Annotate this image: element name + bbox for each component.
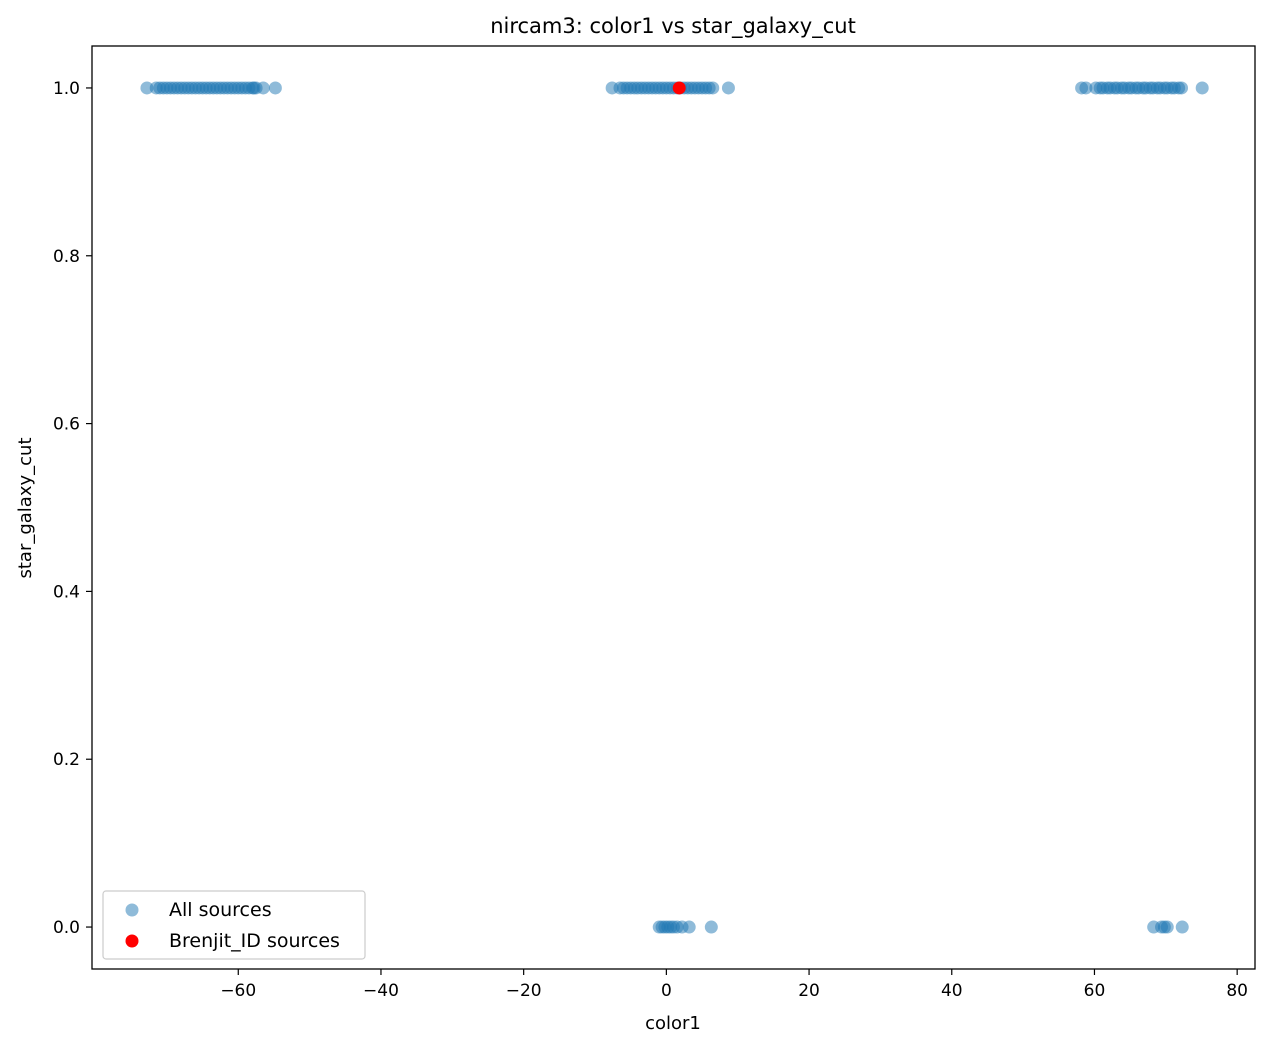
x-tick-label: −20 xyxy=(506,981,542,1001)
data-point xyxy=(1079,81,1093,95)
data-point xyxy=(704,920,718,934)
x-tick-label: 80 xyxy=(1226,981,1248,1001)
x-tick-label: 20 xyxy=(798,981,820,1001)
data-point xyxy=(721,81,735,95)
x-tick-label: 60 xyxy=(1084,981,1106,1001)
legend-marker-all-sources xyxy=(125,903,139,917)
y-axis-label: star_galaxy_cut xyxy=(15,437,36,578)
y-tick-label: 0.8 xyxy=(53,247,80,267)
data-point xyxy=(1195,81,1209,95)
y-tick-label: 0.6 xyxy=(53,415,80,435)
data-point xyxy=(682,920,696,934)
data-point xyxy=(672,81,686,95)
x-tick-label: −40 xyxy=(363,981,399,1001)
x-tick-label: 40 xyxy=(941,981,963,1001)
chart-title: nircam3: color1 vs star_galaxy_cut xyxy=(490,14,856,39)
legend-label-brenjit-sources: Brenjit_ID sources xyxy=(169,930,340,952)
legend-label-all-sources: All sources xyxy=(169,899,272,921)
legend: All sources Brenjit_ID sources xyxy=(102,890,366,960)
y-tick-label: 0.4 xyxy=(53,582,80,602)
legend-marker-brenjit-sources xyxy=(125,934,139,948)
y-tick-label: 0.0 xyxy=(53,918,80,938)
data-point xyxy=(140,81,154,95)
y-tick-label: 0.2 xyxy=(53,750,80,770)
x-tick-label: 0 xyxy=(661,981,672,1001)
data-point xyxy=(268,81,282,95)
series-brenjit-sources xyxy=(672,81,686,95)
series-all-sources xyxy=(140,81,1209,934)
legend-box xyxy=(102,890,366,960)
x-axis-label: color1 xyxy=(645,1013,701,1034)
data-point xyxy=(706,81,720,95)
data-point xyxy=(1160,920,1174,934)
y-tick-label: 1.0 xyxy=(53,79,80,99)
data-point xyxy=(1175,920,1189,934)
data-point xyxy=(256,81,270,95)
y-axis-ticks: 0.0 0.2 0.4 0.6 0.8 1.0 xyxy=(53,79,92,938)
plot-frame xyxy=(91,45,1256,970)
data-point xyxy=(1175,81,1189,95)
x-tick-label: −60 xyxy=(220,981,256,1001)
points-layer xyxy=(140,81,1209,934)
x-axis-ticks: −60 −40 −20 0 20 40 60 80 xyxy=(220,969,1248,1001)
